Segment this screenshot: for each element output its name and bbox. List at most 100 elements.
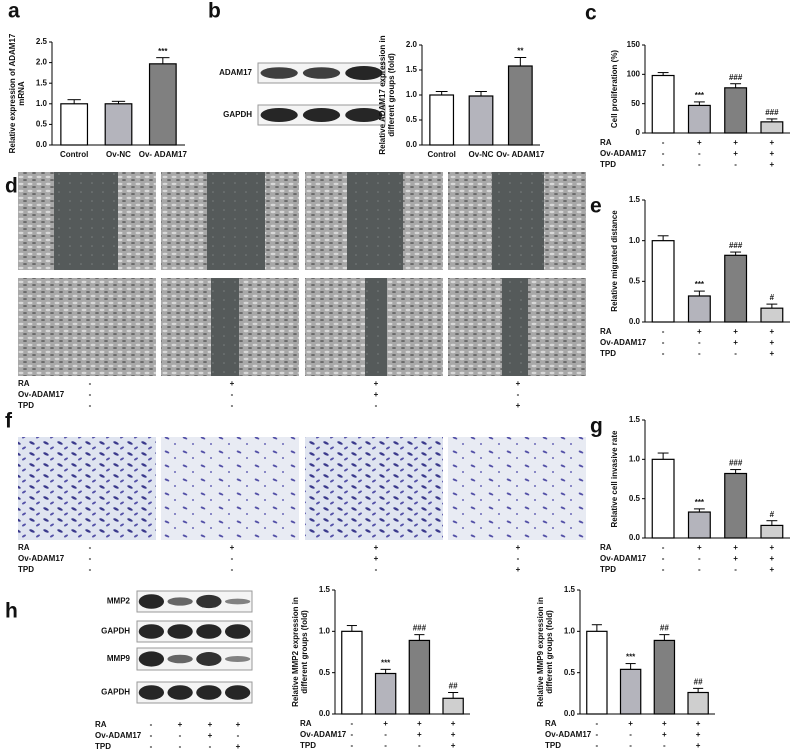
condition-label: TPD <box>18 565 34 574</box>
y-tick-label: 100 <box>627 69 641 78</box>
y-tick-label: 0.0 <box>629 533 641 542</box>
condition-mark: + <box>770 149 775 158</box>
condition-mark: + <box>236 720 241 729</box>
condition-mark: - <box>384 730 387 739</box>
bar <box>507 65 533 146</box>
condition-mark: - <box>89 390 92 399</box>
significance-label: ## <box>449 682 458 691</box>
condition-mark: - <box>231 401 234 410</box>
condition-mark: - <box>384 741 387 749</box>
y-tick-label: 1.5 <box>629 195 641 204</box>
condition-mark: + <box>451 719 456 728</box>
condition-mark: - <box>662 160 665 169</box>
condition-mark: - <box>734 349 737 358</box>
panel-letter: d <box>5 175 18 198</box>
condition-mark: + <box>208 720 213 729</box>
condition-mark: + <box>417 730 422 739</box>
transwell-image <box>18 437 156 540</box>
condition-mark: + <box>770 565 775 574</box>
bar <box>760 524 784 539</box>
transwell-image <box>305 437 443 540</box>
bar <box>408 639 431 715</box>
condition-mark: + <box>208 731 213 740</box>
condition-mark: + <box>662 719 667 728</box>
blot-band <box>196 624 222 639</box>
blot-label: ADAM17 <box>219 68 252 77</box>
condition-mark: + <box>516 379 521 388</box>
condition-label: RA <box>18 379 30 388</box>
condition-mark: + <box>374 543 379 552</box>
blot-band <box>138 624 165 639</box>
bar <box>429 94 455 146</box>
bar <box>687 104 711 134</box>
condition-mark: - <box>662 543 665 552</box>
condition-mark: + <box>374 379 379 388</box>
condition-mark: - <box>209 742 212 749</box>
condition-mark: - <box>596 730 599 739</box>
condition-mark: + <box>374 554 379 563</box>
condition-mark: + <box>417 719 422 728</box>
blot-strip <box>136 647 253 671</box>
bar <box>104 103 133 146</box>
condition-mark: - <box>662 138 665 147</box>
y-tick-label: 0.5 <box>629 494 641 503</box>
condition-mark: - <box>351 730 354 739</box>
y-tick-label: 1.0 <box>36 99 48 108</box>
blot-band <box>196 594 222 609</box>
significance-label: *** <box>695 280 705 289</box>
y-axis-label: different groups (fold) <box>387 53 396 137</box>
blot-band <box>302 108 341 122</box>
bar <box>687 295 711 323</box>
y-tick-label: 1.5 <box>36 78 48 87</box>
condition-mark: - <box>237 731 240 740</box>
condition-mark: - <box>351 741 354 749</box>
condition-mark: - <box>150 742 153 749</box>
bar <box>760 121 784 134</box>
condition-mark: - <box>89 554 92 563</box>
condition-mark: + <box>374 390 379 399</box>
x-tick-label: Ov- ADAM17 <box>496 150 545 159</box>
condition-mark: + <box>733 338 738 347</box>
condition-label: TPD <box>545 741 561 749</box>
blot-band <box>196 652 222 666</box>
y-tick-label: 0.5 <box>319 668 331 677</box>
y-tick-label: 1.0 <box>319 626 331 635</box>
condition-mark: - <box>375 401 378 410</box>
blot-band <box>260 67 298 79</box>
significance-label: ### <box>729 459 743 468</box>
condition-label: RA <box>600 138 612 147</box>
condition-mark: - <box>734 565 737 574</box>
condition-mark: - <box>231 390 234 399</box>
condition-mark: - <box>629 730 632 739</box>
condition-label: TPD <box>600 565 616 574</box>
scratch-gap <box>211 278 239 376</box>
condition-mark: + <box>733 138 738 147</box>
significance-label: *** <box>381 658 391 667</box>
significance-label: *** <box>695 498 705 507</box>
panel-letter: a <box>8 0 20 23</box>
blot-strip <box>136 681 253 704</box>
y-axis-label: different groups (fold) <box>545 610 554 694</box>
x-tick-label: Control <box>60 150 88 159</box>
y-tick-label: 1.5 <box>406 65 418 74</box>
condition-mark: - <box>698 349 701 358</box>
blot-band <box>167 624 193 639</box>
condition-mark: + <box>770 554 775 563</box>
condition-mark: + <box>770 327 775 336</box>
condition-mark: - <box>662 338 665 347</box>
blot-band <box>167 597 193 606</box>
condition-label: Ov-ADAM17 <box>95 731 142 740</box>
x-tick-label: Control <box>427 150 455 159</box>
condition-mark: + <box>770 160 775 169</box>
bar <box>619 668 642 715</box>
condition-mark: - <box>150 720 153 729</box>
condition-mark: + <box>696 741 701 749</box>
condition-label: RA <box>300 719 312 728</box>
bar <box>586 630 608 715</box>
panel-letter: e <box>590 195 602 218</box>
y-tick-label: 1.0 <box>629 236 641 245</box>
condition-mark: - <box>179 731 182 740</box>
condition-label: Ov-ADAM17 <box>18 554 65 563</box>
y-tick-label: 0.0 <box>406 140 418 149</box>
scratch-gap <box>347 172 403 270</box>
